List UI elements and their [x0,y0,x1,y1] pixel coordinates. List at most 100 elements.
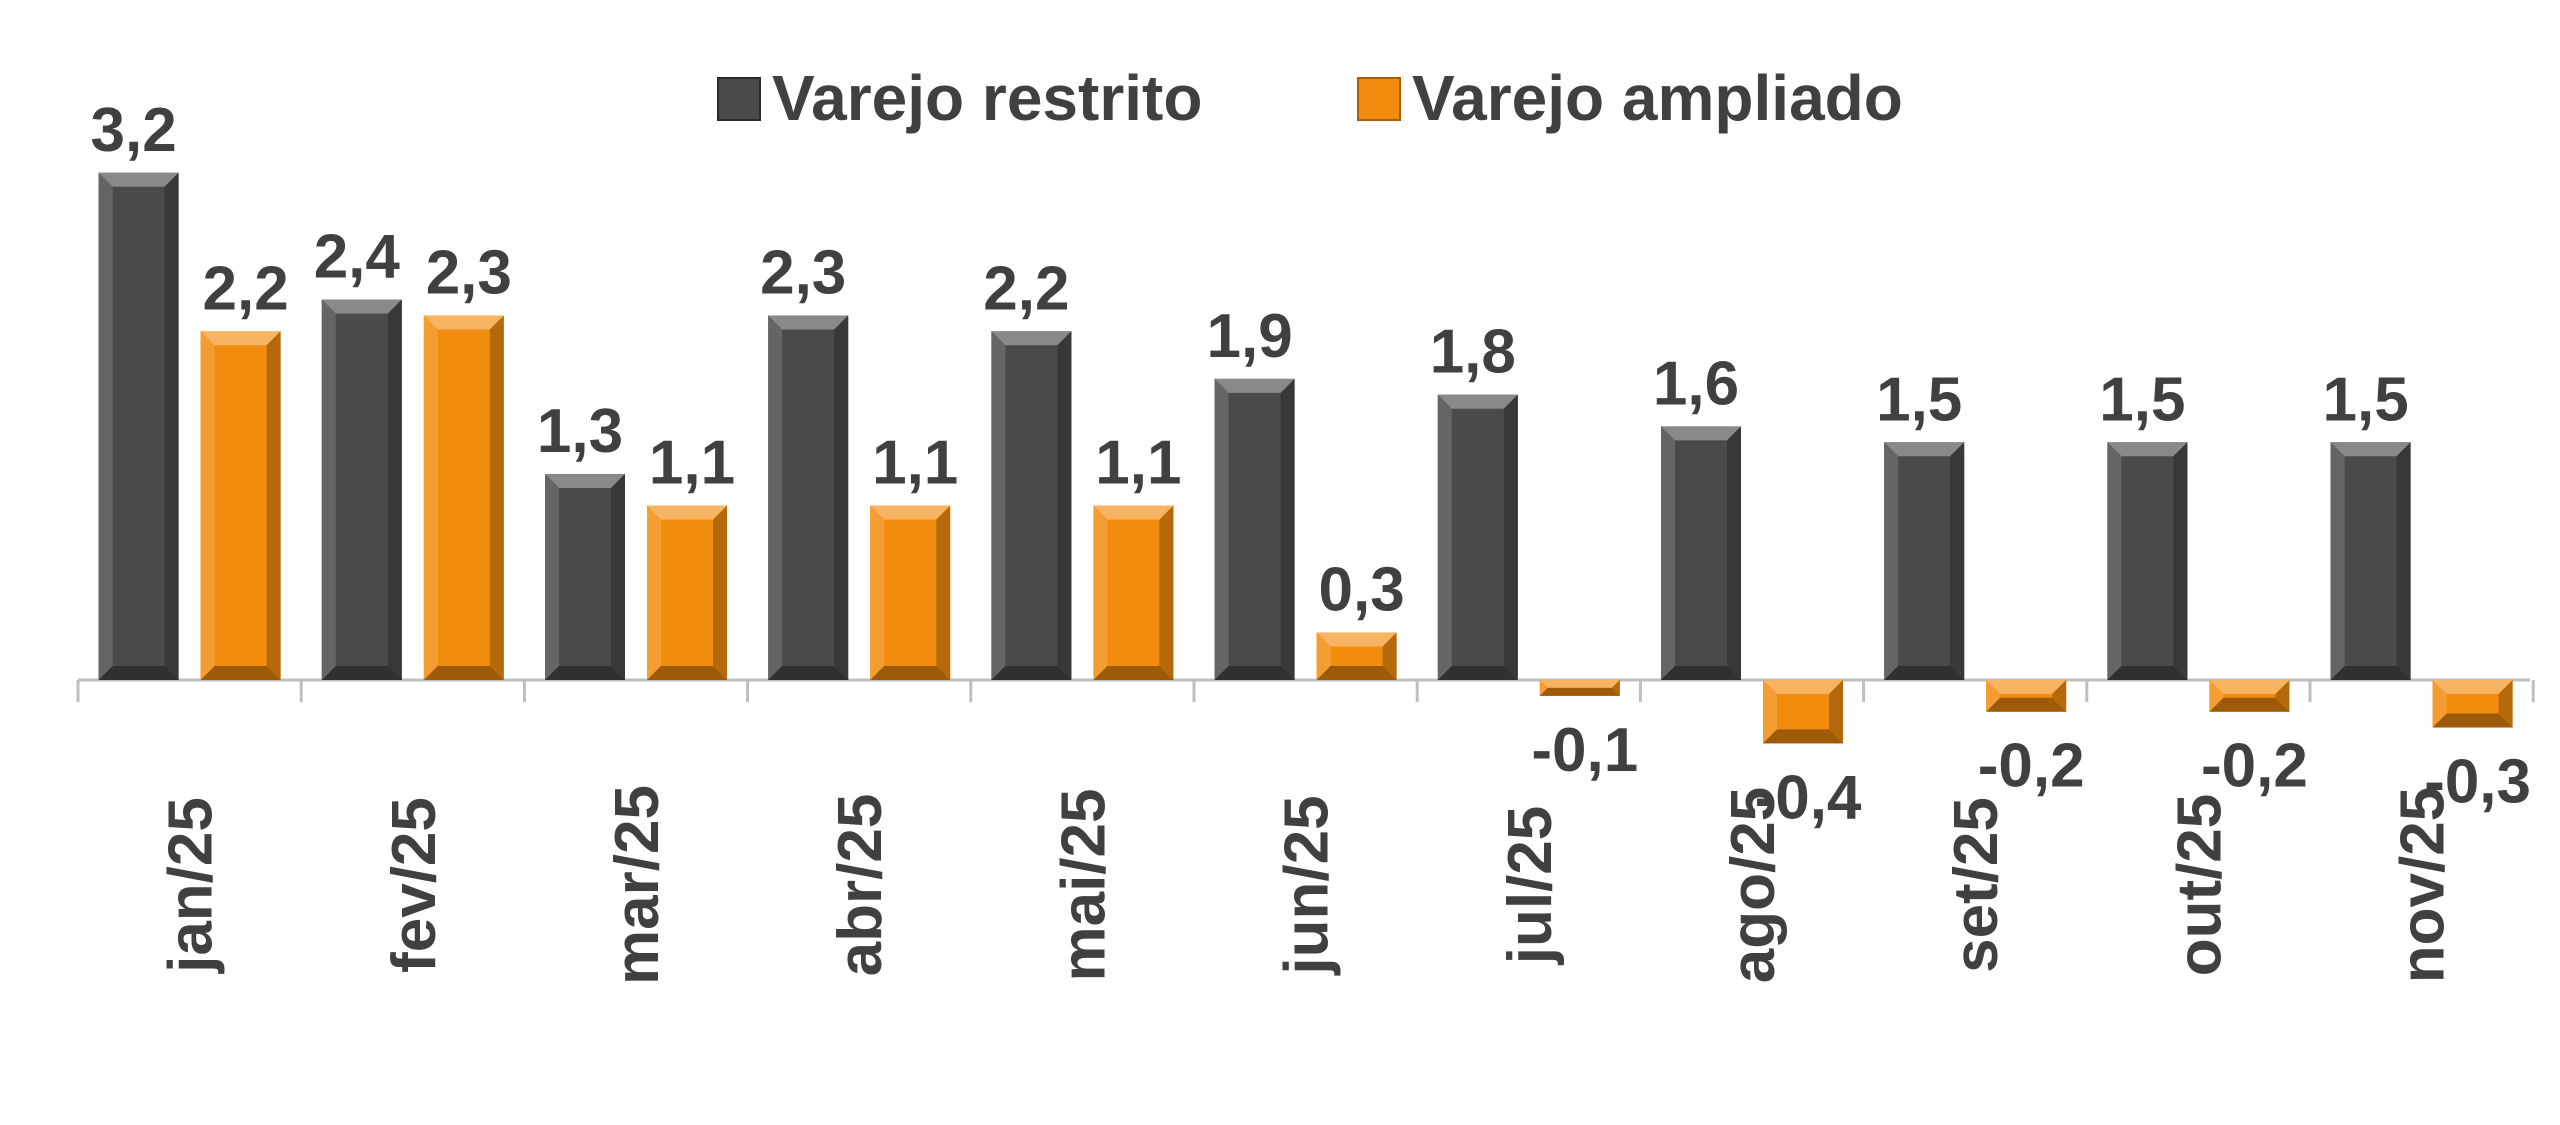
bar-bevel-bottom [2432,713,2513,728]
bar-bevel-bottom [1884,666,1965,680]
bar-bevel-left [1763,680,1777,744]
bar-bevel-right [164,172,179,681]
plot-area: 3,2 2,2 jan/25 2,4 2,3 fev/25 1,3 1,1 mar/25 2,3 1… [76,96,2535,985]
bar-bevel-left [1316,632,1331,680]
bar-bevel-top [1539,680,1620,688]
bar-bevel-left [2107,442,2122,680]
bar-series-2 [2432,680,2513,728]
bar-bevel-right [936,505,951,680]
data-label-series-1: 2,2 [983,254,1069,323]
bar-bevel-right [713,505,727,680]
bar-bevel-bottom [1986,697,2067,712]
legend-label-series-2: Varejo ampliado [1412,62,1903,134]
bar-bevel-top [991,331,1072,346]
bar-bevel-bottom [1316,666,1397,680]
x-tick-label: mar/25 [603,785,672,985]
x-tick-label: jul/25 [1496,806,1565,966]
bar-bevel-top [1661,426,1741,441]
x-tick-label: jan/25 [157,797,226,974]
data-label-series-1: 1,9 [1206,302,1292,371]
x-tick-label: set/25 [1942,797,2011,973]
data-label-series-1: 1,5 [2322,365,2408,434]
bar-series-2 [1093,505,1174,680]
bar-bevel-right [2173,442,2188,680]
bar-bevel-bottom [1763,729,1843,744]
bar-bevel-left [423,315,438,680]
bar-bevel-top [1986,680,2067,694]
bar-bevel-right [1382,632,1397,680]
bar-bevel-bottom [2209,697,2290,712]
bar-bevel-left [2432,680,2447,728]
bar-bevel-top [1214,378,1295,393]
bar-bevel-top [1437,394,1518,409]
bar-bevel-right [2052,680,2067,712]
data-label-series-2: 1,1 [872,429,958,498]
bar-bevel-top [321,299,402,314]
bar-series-2 [423,315,504,680]
bar-bevel-right [1057,331,1072,680]
bar-series-2 [1986,680,2067,712]
bar-bevel-bottom [768,666,849,680]
data-label-series-1: 2,3 [760,238,846,307]
bar-bevel-bottom [647,666,727,680]
bar-bevel-right [2498,680,2513,728]
bar-bevel-bottom [991,666,1072,680]
bar-series-1 [2107,442,2188,680]
bar-bevel-left [870,505,885,680]
bar-bevel-left [200,331,215,680]
data-label-series-2: 2,2 [202,254,288,323]
bar-bevel-bottom [1214,666,1295,680]
bar-series-1 [768,315,849,680]
data-label-series-2: -0,1 [1531,716,1638,785]
bar-bevel-left [2330,442,2345,680]
data-label-series-2: 1,1 [649,429,735,498]
data-label-series-2: 0,3 [1318,555,1404,624]
bar-bevel-bottom [98,666,179,680]
bar-bevel-bottom [321,666,402,680]
legend-item-series-1: Varejo restrito [717,62,1202,134]
bar-bevel-left [991,331,1006,680]
bar-bevel-top [647,505,727,520]
bar-series-2 [647,505,727,680]
bar-series-1 [321,299,402,680]
bar-bevel-top [2432,680,2513,694]
bar-bevel-bottom [545,666,625,680]
bar-bevel-right [1727,426,1741,680]
bar-bevel-bottom [200,666,281,680]
bar-bevel-left [1661,426,1675,680]
bar-series-1 [98,172,179,681]
x-tick-label: abr/25 [826,794,895,977]
bar-bevel-right [2396,442,2411,680]
bar-bevel-bottom [2107,666,2188,680]
x-tick-label: nov/25 [2389,787,2458,983]
bar-bevel-left [98,172,113,681]
bar-bevel-top [2330,442,2411,457]
bar-bevel-right [1829,680,1843,744]
bar-bevel-right [1503,394,1518,680]
bar-bevel-top [2107,442,2188,457]
bar-bevel-right [266,331,281,680]
legend-label-series-1: Varejo restrito [772,62,1202,134]
data-label-series-1: 1,5 [1876,365,1962,434]
bar-bevel-top [768,315,849,330]
bar-bevel-left [1539,680,1548,696]
data-label-series-2: -0,3 [2424,748,2531,817]
bar-series-1 [1884,442,1965,680]
data-label-series-2: -0,4 [1755,763,1862,832]
bar-series-1 [545,473,625,680]
x-tick-label: jun/25 [1273,795,1342,975]
data-label-series-2: -0,2 [1978,732,2085,801]
bar-bevel-top [870,505,951,520]
bar-bevel-right [1611,680,1620,696]
bar-series-2 [2209,680,2290,712]
bar-bevel-right [2275,680,2290,712]
data-label-series-1: 1,3 [537,397,623,466]
bar-bevel-bottom [870,666,951,680]
bar-series-2 [1763,680,1843,744]
bar-series-1 [1661,426,1741,680]
bar-series-1 [2330,442,2411,680]
bar-bevel-left [1986,680,2001,712]
bar-bevel-bottom [2330,666,2411,680]
bar-bevel-right [1950,442,1965,680]
bar-bevel-left [1093,505,1108,680]
